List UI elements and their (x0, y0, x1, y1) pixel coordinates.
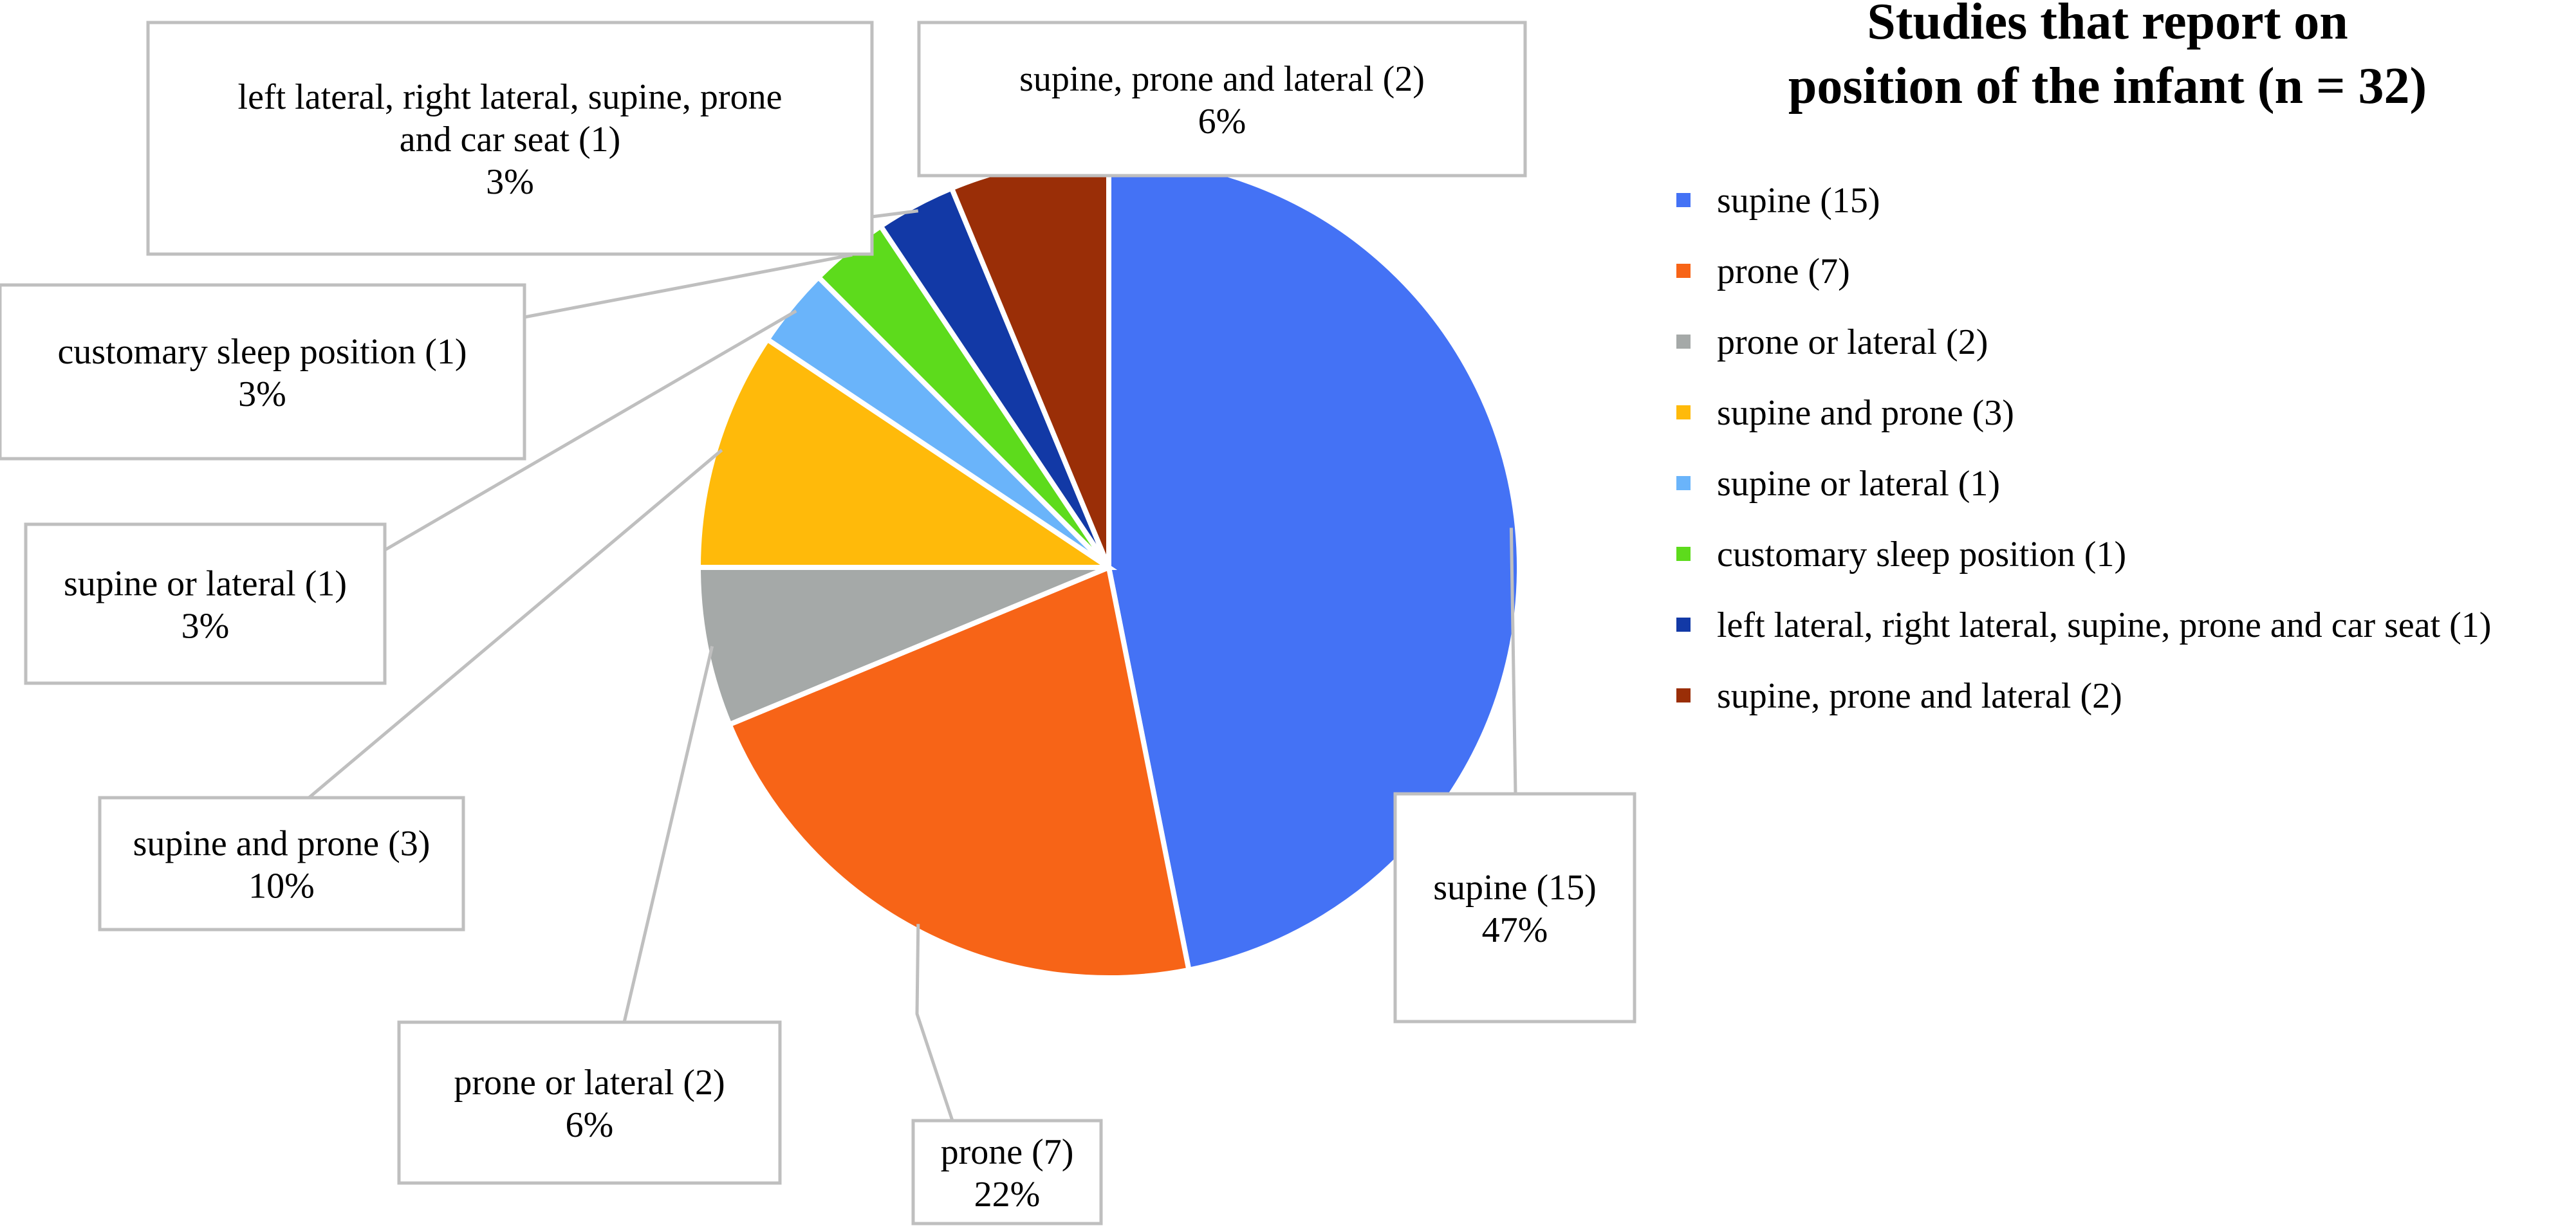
slice-2-leader-line (915, 924, 954, 1121)
slice-7-name-label: left lateral, right lateral, supine, pro… (238, 77, 783, 117)
legend-label-2: prone (7) (1717, 252, 1850, 291)
legend-item-2: prone (7) (1676, 252, 1850, 291)
slice-4-wedge (695, 335, 1118, 570)
legend-swatch-8 (1676, 688, 1691, 702)
legend: supine (15) prone (7) prone or lateral (2)… (1676, 181, 2491, 716)
slice-2-callout: prone (7)22% (911, 1119, 1103, 1225)
slice-2-name-label: prone (7) (941, 1132, 1074, 1172)
slice-7-callout: left lateral, right lateral, supine, pro… (146, 21, 874, 256)
legend-label-1: supine (15) (1717, 181, 1880, 221)
legend-swatch-5 (1676, 476, 1691, 490)
slice-4-name-label: supine and prone (3) (133, 824, 431, 864)
slice-2-wedge (726, 564, 1192, 980)
slice-1-callout: supine (15)47% (1393, 792, 1636, 1023)
slice-1-callout-box (1393, 792, 1636, 1023)
slice-8-callout-box (917, 21, 1527, 178)
legend-label-7: left lateral, right lateral, supine, pro… (1717, 605, 2491, 645)
slice-6-name-label: customary sleep position (1) (57, 332, 467, 372)
slice-5-percent-label: 3% (181, 607, 230, 647)
legend-swatch-3 (1676, 335, 1691, 349)
chart-title-line-2: position of the infant (n = 32) (1788, 58, 2427, 115)
slice-5-callout-box (24, 522, 387, 685)
slice-1-wedge (1106, 154, 1522, 973)
slice-6-callout-box (0, 283, 526, 461)
slice-7-name-label: and car seat (1) (400, 120, 621, 160)
slice-6-callout: customary sleep position (1)3% (0, 283, 526, 461)
slice-2-callout-box (911, 1119, 1103, 1225)
slice-5-callout: supine or lateral (1)3% (24, 522, 387, 685)
legend-swatch-7 (1676, 618, 1691, 632)
legend-swatch-6 (1676, 547, 1691, 561)
slice-3-name-label: prone or lateral (2) (454, 1063, 725, 1103)
legend-item-4: supine and prone (3) (1676, 393, 2014, 433)
legend-item-7: left lateral, right lateral, supine, pro… (1676, 605, 2491, 645)
slice-2-percent-label: 22% (974, 1175, 1041, 1215)
legend-label-8: supine, prone and lateral (2) (1717, 676, 2122, 716)
slice-callouts: supine (15)47% prone (7)22% prone or later… (0, 21, 1636, 1225)
slice-5-leader-line (384, 309, 797, 552)
slice-4-callout: supine and prone (3)10% (98, 796, 465, 932)
legend-item-3: prone or lateral (2) (1676, 322, 1988, 362)
legend-label-3: prone or lateral (2) (1717, 322, 1988, 362)
slice-3-percent-label: 6% (566, 1105, 614, 1145)
legend-label-6: customary sleep position (1) (1717, 535, 2126, 574)
legend-label-5: supine or lateral (1) (1717, 464, 2000, 504)
slice-6-percent-label: 3% (238, 374, 286, 414)
slice-7-percent-label: 3% (486, 162, 534, 202)
slice-1-name-label: supine (15) (1433, 868, 1597, 908)
slice-6-leader-line (524, 253, 853, 319)
legend-swatch-1 (1676, 193, 1691, 207)
slice-8-name-label: supine, prone and lateral (2) (1019, 59, 1425, 99)
legend-item-5: supine or lateral (1) (1676, 464, 2000, 504)
legend-swatch-4 (1676, 405, 1691, 419)
chart-title-line-1: Studies that report on (1867, 0, 2348, 50)
legend-label-4: supine and prone (3) (1717, 393, 2014, 433)
legend-swatch-2 (1676, 264, 1691, 278)
slice-1-leader-line (1509, 528, 1517, 794)
legend-item-6: customary sleep position (1) (1676, 535, 2126, 574)
slice-4-percent-label: 10% (248, 867, 315, 906)
slice-7-callout-box (146, 21, 874, 256)
slice-1-percent-label: 47% (1482, 910, 1548, 950)
slice-3-callout-box (397, 1020, 782, 1185)
slice-8-percent-label: 6% (1198, 102, 1246, 142)
slice-4-leader-line (308, 448, 723, 799)
legend-item-1: supine (15) (1676, 181, 1880, 221)
slice-8-callout: supine, prone and lateral (2)6% (917, 21, 1527, 178)
pie-slices (695, 154, 1522, 980)
slice-5-name-label: supine or lateral (1) (64, 564, 347, 604)
slice-4-callout-box (98, 796, 465, 932)
legend-item-8: supine, prone and lateral (2) (1676, 676, 2122, 716)
slice-3-wedge (695, 565, 1110, 728)
slice-3-leader-line (622, 646, 714, 1023)
slice-3-callout: prone or lateral (2)6% (397, 1020, 782, 1185)
